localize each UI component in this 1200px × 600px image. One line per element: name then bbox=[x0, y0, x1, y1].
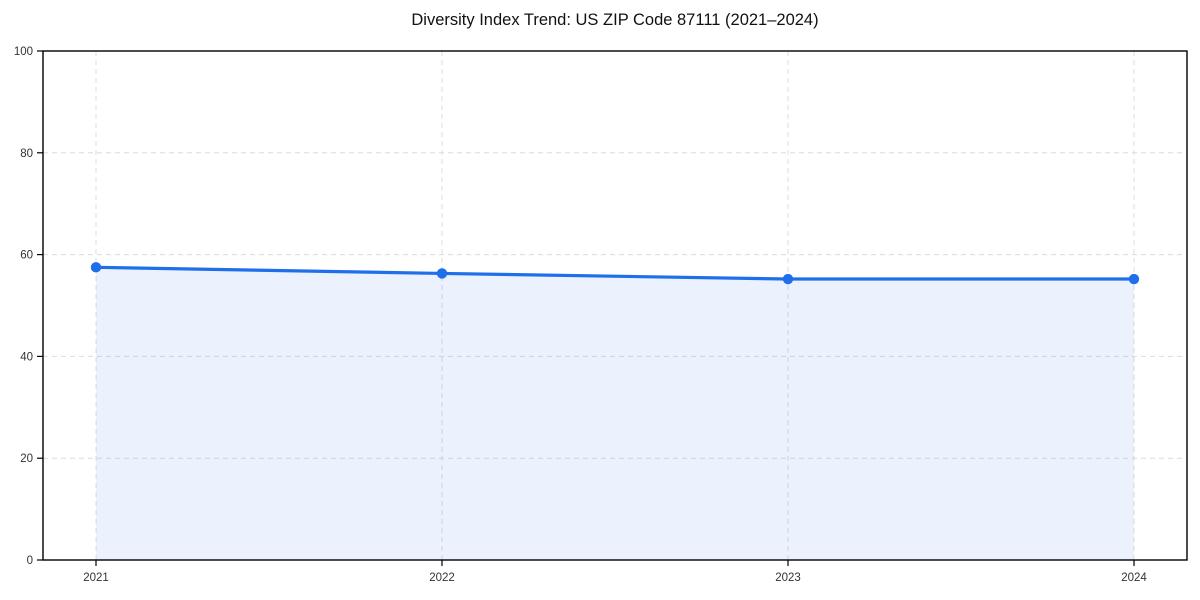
trend-line bbox=[94, 265, 1136, 281]
y-tick-label: 100 bbox=[14, 46, 33, 58]
area-fill bbox=[96, 267, 1134, 560]
data-point-2021 bbox=[90, 262, 102, 273]
y-tick-label: 60 bbox=[20, 250, 33, 262]
data-point-2024 bbox=[1128, 273, 1140, 285]
plot-border bbox=[42, 50, 1188, 561]
x-tick-label: 2022 bbox=[429, 572, 455, 584]
y-tick-label: 20 bbox=[20, 453, 33, 465]
y-tick-label: 0 bbox=[27, 555, 33, 567]
x-tick-label: 2021 bbox=[83, 572, 109, 584]
data-point-2022 bbox=[436, 268, 448, 279]
x-tick-label: 2024 bbox=[1121, 572, 1147, 584]
x-tick-label: 2023 bbox=[775, 572, 801, 584]
y-tick-label: 80 bbox=[20, 148, 33, 160]
chart-title: Diversity Index Trend: US ZIP Code 87111… bbox=[411, 11, 819, 29]
data-point-2023 bbox=[782, 273, 794, 285]
y-tick-label: 40 bbox=[20, 351, 33, 363]
